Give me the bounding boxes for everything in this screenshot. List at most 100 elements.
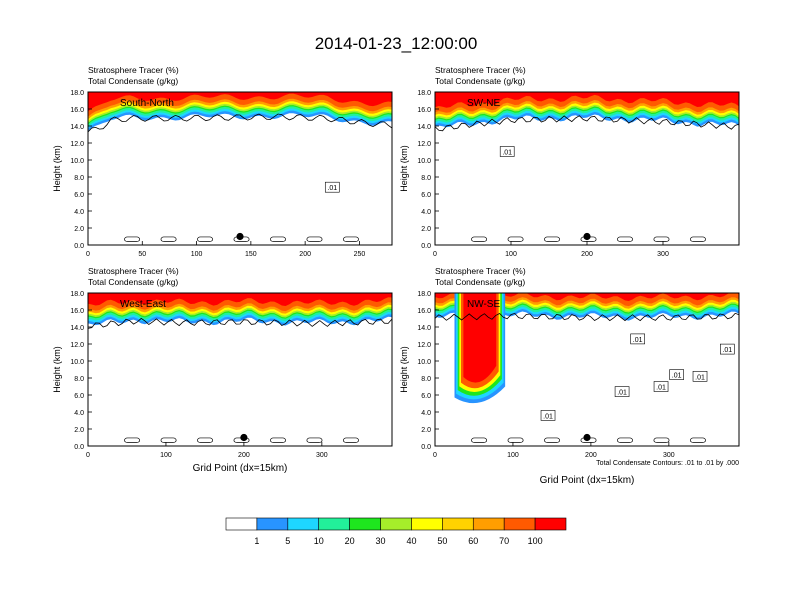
colorbar-label: 50	[437, 536, 447, 546]
condensate-contour	[507, 437, 524, 443]
y-tick-label: 14.0	[417, 325, 431, 332]
y-tick-label: 18.0	[417, 291, 431, 298]
condensate-contour	[270, 437, 286, 443]
colorbar-swatch	[225, 517, 258, 531]
x-tick-label: 0	[86, 251, 90, 258]
y-tick-label: 2.0	[421, 226, 431, 233]
x-tick-label: 100	[505, 251, 517, 258]
y-tick-label: 14.0	[70, 325, 84, 332]
tracer-band	[435, 92, 739, 108]
contour-label-box	[720, 343, 735, 355]
y-tick-label: 4.0	[421, 209, 431, 216]
contour-label: .01	[617, 390, 627, 397]
panel-sw-ne: .01 SW-NE Stratosphere Tracer (%)Total Con…	[399, 65, 740, 258]
y-tick-label: 4.0	[421, 410, 431, 417]
colorbar-swatch	[318, 517, 350, 531]
x-tick-label: 100	[160, 452, 172, 459]
contour-label-box	[630, 333, 645, 345]
colorbar-swatch	[534, 517, 567, 531]
location-marker	[583, 232, 591, 241]
panel-frame	[434, 292, 740, 447]
condensate-contour	[306, 437, 323, 443]
y-tick-label: 8.0	[421, 175, 431, 182]
condensate-contour	[617, 236, 633, 242]
colorbar-label: 1	[254, 536, 259, 546]
colorbar-label: 60	[468, 536, 478, 546]
y-tick-label: 16.0	[70, 107, 84, 114]
x-tick-label: 300	[657, 251, 669, 258]
condensate-contour	[197, 437, 213, 443]
colorbar-swatch	[287, 517, 320, 531]
tracer-band	[435, 293, 739, 301]
x-tick-label: 200	[581, 251, 593, 258]
contour-label-box	[324, 181, 340, 193]
condensate-contour	[343, 437, 359, 443]
x-tick-label: 100	[191, 251, 203, 258]
panel-field: .01	[88, 92, 392, 245]
condensate-contour	[653, 236, 670, 242]
panel-label: West-East	[120, 299, 166, 310]
colorbar-swatch	[349, 517, 381, 531]
condensate-contour	[160, 236, 177, 242]
panel-header: Stratosphere Tracer (%)	[435, 266, 526, 276]
tracer-band	[88, 293, 392, 306]
y-tick-label: 0.0	[74, 444, 84, 451]
y-tick-label: 18.0	[417, 90, 431, 97]
contour-label: .01	[656, 385, 666, 392]
panel-field	[88, 293, 392, 446]
footnote: Total Condensate Contours: .01 to .01 by…	[596, 460, 739, 467]
panel-south-north: .01 South-North Stratosphere Tracer (%)Tot…	[52, 65, 393, 258]
location-marker	[583, 433, 591, 442]
panel-field: .01	[435, 92, 739, 245]
x-tick-label: 0	[433, 251, 437, 258]
panel-header: Total Condensate (g/kg)	[435, 277, 525, 287]
colorbar-swatch	[411, 517, 443, 531]
condensate-contour	[197, 236, 213, 242]
y-axis-label: Height (km)	[399, 145, 409, 192]
y-tick-label: 6.0	[74, 192, 84, 199]
x-axis-label: Grid Point (dx=15km)	[540, 475, 635, 486]
y-tick-label: 8.0	[74, 175, 84, 182]
condensate-contour	[435, 115, 739, 132]
x-tick-label: 50	[138, 251, 146, 258]
y-tick-label: 6.0	[74, 393, 84, 400]
condensate-contour	[690, 236, 706, 242]
location-marker	[236, 232, 244, 241]
y-tick-label: 12.0	[70, 141, 84, 148]
y-tick-label: 0.0	[421, 444, 431, 451]
x-axis-label: Grid Point (dx=15km)	[193, 463, 288, 474]
y-tick-label: 4.0	[74, 209, 84, 216]
y-tick-label: 6.0	[421, 192, 431, 199]
tracer-intrusion	[463, 293, 497, 383]
y-tick-label: 16.0	[417, 308, 431, 315]
condensate-contour	[343, 236, 359, 242]
condensate-contour	[507, 236, 524, 242]
y-tick-label: 12.0	[417, 342, 431, 349]
y-tick-label: 18.0	[70, 90, 84, 97]
panel-header: Total Condensate (g/kg)	[435, 76, 525, 86]
location-marker	[240, 433, 248, 442]
panel-header: Total Condensate (g/kg)	[88, 76, 178, 86]
colorbar-label: 70	[499, 536, 509, 546]
x-tick-label: 100	[507, 452, 519, 459]
colorbar-swatch	[442, 517, 474, 531]
y-tick-label: 10.0	[417, 158, 431, 165]
panel-west-east: West-East Stratosphere Tracer (%)Total Co…	[52, 266, 393, 474]
y-tick-label: 4.0	[74, 410, 84, 417]
y-tick-label: 10.0	[70, 359, 84, 366]
condensate-contour	[124, 437, 141, 443]
x-tick-label: 0	[433, 452, 437, 459]
y-tick-label: 16.0	[70, 308, 84, 315]
colorbar-label: 20	[345, 536, 355, 546]
condensate-contour	[435, 312, 739, 322]
panel-label: NW-SE	[467, 299, 500, 310]
contour-label: .01	[672, 373, 682, 380]
contour-label-box	[653, 381, 669, 392]
panel-nw-se: .01 .01 .01 .01 .01 .01 .01 NW-SE Stratosphere T…	[399, 266, 740, 486]
panel-frame	[87, 292, 393, 447]
x-tick-label: 150	[245, 251, 257, 258]
figure-title: 2014-01-23_12:00:00	[315, 34, 478, 53]
colorbar-label: 5	[285, 536, 290, 546]
condensate-contour	[88, 113, 392, 133]
